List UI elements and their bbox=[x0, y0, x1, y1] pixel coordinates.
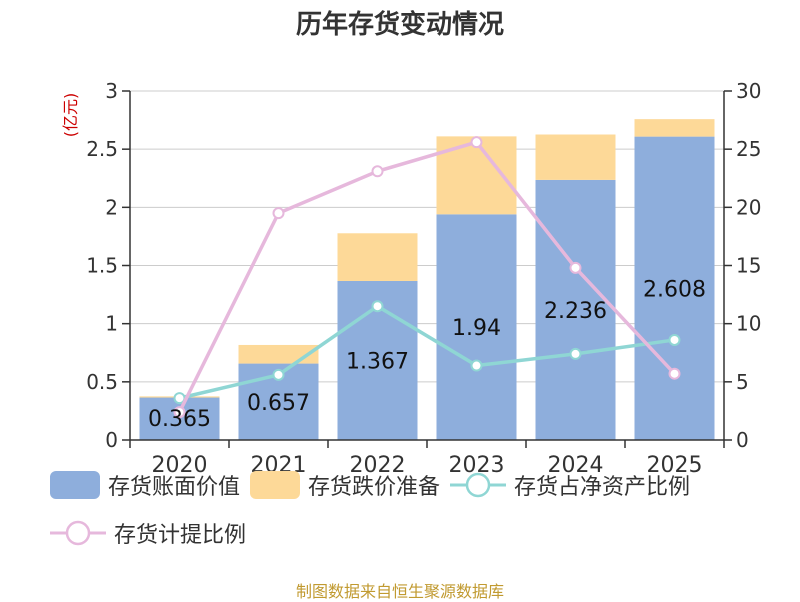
point-inventory-net-asset-ratio bbox=[371, 300, 384, 313]
point-inventory-net-asset-ratio bbox=[470, 359, 483, 372]
point-provision-ratio bbox=[668, 367, 681, 380]
legend-line-symbol bbox=[450, 472, 507, 498]
legend-line-symbol bbox=[50, 520, 106, 546]
left-tick-label: 1.5 bbox=[86, 254, 118, 278]
left-tick-label: 3 bbox=[105, 79, 118, 103]
x-tick-label: 2024 bbox=[548, 453, 604, 478]
legend-item[interactable]: 存货跌价准备 bbox=[250, 468, 440, 502]
point-inventory-net-asset-ratio bbox=[272, 368, 285, 381]
legend-label: 存货跌价准备 bbox=[308, 475, 441, 500]
left-tick-label: 0 bbox=[105, 428, 118, 452]
bar-book-value bbox=[634, 136, 715, 440]
data-labels: 0.365 0.657 1.367 1.94 2.236 2.608 bbox=[148, 277, 706, 432]
bar-book-value bbox=[535, 179, 616, 440]
legend-label: 存货账面价值 bbox=[108, 475, 241, 500]
chart-title: 历年存货变动情况 bbox=[295, 10, 504, 40]
bar-value-label: 0.365 bbox=[148, 407, 211, 432]
source-note: 制图数据来自恒生聚源数据库 bbox=[295, 582, 504, 601]
right-tick-label: 5 bbox=[736, 370, 749, 394]
point-inventory-net-asset-ratio bbox=[569, 347, 582, 360]
legend-swatch bbox=[250, 471, 301, 499]
x-tick-label: 2025 bbox=[647, 453, 703, 478]
legend-marker bbox=[65, 520, 91, 546]
legend: 存货账面价值 存货跌价准备 存货占净资产比例存货计提比例 bbox=[50, 468, 790, 550]
right-tick-label: 25 bbox=[736, 137, 761, 161]
bar-impairment-provision bbox=[634, 119, 715, 137]
bar-value-label: 2.236 bbox=[544, 299, 607, 324]
bar-value-label: 1.94 bbox=[452, 316, 501, 341]
bar-value-label: 1.367 bbox=[346, 349, 409, 374]
bar-impairment-provision bbox=[337, 233, 418, 281]
line-provision-ratio bbox=[177, 140, 676, 413]
left-tick-label: 0.5 bbox=[86, 370, 118, 394]
lines bbox=[173, 136, 681, 419]
legend-item[interactable]: 存货账面价值 bbox=[50, 468, 240, 502]
point-provision-ratio bbox=[569, 261, 582, 274]
left-tick-label: 2 bbox=[105, 195, 118, 219]
legend-label: 存货计提比例 bbox=[114, 523, 247, 548]
point-provision-ratio bbox=[272, 207, 285, 220]
bar-book-value bbox=[436, 214, 517, 440]
right-tick-label: 0 bbox=[736, 428, 749, 452]
right-tick-label: 15 bbox=[736, 254, 761, 278]
point-provision-ratio bbox=[371, 165, 384, 178]
line-inventory-net-asset-ratio bbox=[179, 304, 675, 400]
right-tick-label: 30 bbox=[736, 79, 761, 103]
legend-item[interactable]: 存货占净资产比例 bbox=[450, 468, 690, 502]
right-tick-label: 20 bbox=[736, 195, 761, 219]
legend-item[interactable]: 存货计提比例 bbox=[50, 516, 246, 550]
bar-value-label: 2.608 bbox=[643, 277, 706, 302]
bar-value-label: 0.657 bbox=[247, 391, 310, 416]
left-tick-label: 2.5 bbox=[86, 137, 118, 161]
left-axis-unit: (亿元) bbox=[61, 93, 80, 138]
bar-book-value bbox=[139, 397, 220, 440]
point-provision-ratio bbox=[470, 136, 483, 149]
bars bbox=[139, 119, 715, 440]
point-provision-ratio bbox=[173, 406, 186, 419]
legend-marker bbox=[465, 472, 491, 498]
x-tick-label: 2022 bbox=[350, 453, 406, 478]
point-inventory-net-asset-ratio bbox=[668, 333, 681, 346]
bar-impairment-provision bbox=[535, 134, 616, 180]
legend-swatch bbox=[50, 471, 100, 499]
right-tick-label: 10 bbox=[736, 312, 761, 336]
legend-label: 存货占净资产比例 bbox=[514, 475, 691, 500]
x-tick-label: 2020 bbox=[152, 453, 208, 478]
left-tick-label: 1 bbox=[105, 312, 118, 336]
